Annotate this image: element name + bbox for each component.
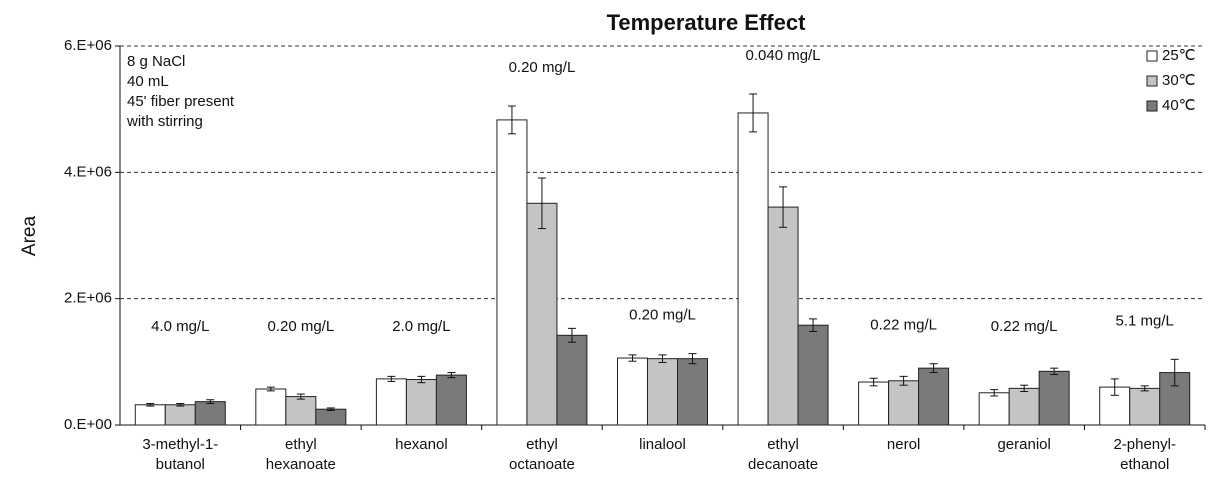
bar [405, 379, 437, 426]
bar [918, 367, 950, 426]
bar [556, 334, 588, 426]
bar [375, 378, 407, 426]
concentration-label: 2.0 mg/L [392, 318, 450, 335]
x-tick-label: 3-methyl-1-butanol [142, 436, 218, 473]
x-tick-label: geraniol [997, 436, 1050, 453]
bar [1129, 387, 1161, 426]
concentration-label: 0.040 mg/L [746, 47, 821, 64]
error-bar [899, 375, 908, 386]
error-bar [507, 105, 516, 135]
error-bar [1170, 358, 1179, 387]
bar [797, 324, 829, 426]
bar [194, 401, 226, 426]
bar [255, 388, 287, 426]
y-axis-label: Area [19, 216, 40, 257]
condition-note: with stirring [126, 113, 203, 130]
concentration-label: 5.1 mg/L [1116, 312, 1174, 329]
concentration-label: 0.20 mg/L [267, 318, 334, 335]
y-tick-label: 4.E+06 [64, 163, 112, 180]
error-bar [809, 318, 818, 333]
x-tick-label: linalool [639, 436, 686, 453]
error-bar [1050, 367, 1059, 375]
error-bar [749, 93, 758, 133]
error-bar [266, 386, 275, 392]
error-bar [387, 375, 396, 382]
x-tick-label: 2-phenyl-ethanol [1113, 436, 1176, 473]
error-bar [447, 372, 456, 379]
bar [164, 404, 196, 426]
concentration-label: 0.20 mg/L [629, 307, 696, 324]
error-bar [658, 354, 667, 363]
bar [888, 380, 920, 426]
error-bar [779, 186, 788, 228]
error-bar [1140, 385, 1149, 392]
bar [677, 358, 708, 426]
x-tick-label: ethyl octanoate [509, 436, 575, 473]
y-tick-label: 2.E+06 [64, 290, 112, 307]
legend-swatch [1146, 50, 1158, 62]
error-bar [869, 377, 878, 387]
bar [617, 357, 648, 426]
x-tick-label: nerol [887, 436, 920, 453]
bar [767, 206, 799, 426]
bar [858, 381, 890, 426]
concentration-label: 0.22 mg/L [870, 317, 937, 334]
bar [1008, 387, 1040, 426]
condition-note: 8 g NaCl [127, 53, 185, 70]
bar [134, 404, 166, 426]
y-tick-label: 0.E+00 [64, 416, 112, 433]
error-bar [567, 327, 576, 343]
bar [978, 392, 1010, 426]
bar [315, 408, 347, 426]
x-tick-label: hexanol [395, 436, 448, 453]
error-bar [990, 389, 999, 397]
legend-label: 30℃ [1162, 72, 1196, 89]
bar [496, 119, 528, 426]
error-bar [176, 403, 185, 407]
bar [737, 112, 769, 426]
concentration-label: 0.22 mg/L [991, 318, 1058, 335]
error-bar [688, 353, 697, 365]
legend-swatch [1146, 100, 1158, 112]
error-bar [417, 375, 426, 384]
legend-swatch [1146, 75, 1158, 87]
bar [285, 396, 317, 426]
error-bar [1020, 384, 1029, 393]
concentration-label: 4.0 mg/L [151, 318, 209, 335]
condition-note: 40 mL [127, 73, 169, 90]
bar [526, 202, 558, 426]
error-bar [1110, 378, 1119, 396]
error-bar [628, 354, 637, 362]
error-bar [929, 363, 938, 374]
chart-title: Temperature Effect [607, 10, 807, 35]
bar [1038, 370, 1070, 426]
condition-note: 45' fiber present [127, 93, 235, 110]
x-tick-label: ethyl hexanoate [266, 436, 336, 473]
bar [647, 358, 678, 426]
error-bar [296, 393, 305, 400]
bar [435, 374, 467, 426]
x-tick-label: ethyl decanoate [748, 436, 818, 473]
concentration-label: 0.20 mg/L [509, 59, 576, 76]
legend-label: 25℃ [1162, 47, 1196, 64]
error-bar [146, 403, 155, 407]
error-bar [537, 177, 546, 230]
error-bar [206, 399, 215, 405]
y-tick-label: 6.E+06 [64, 37, 112, 54]
legend-label: 40℃ [1162, 97, 1196, 114]
error-bar [326, 407, 335, 411]
